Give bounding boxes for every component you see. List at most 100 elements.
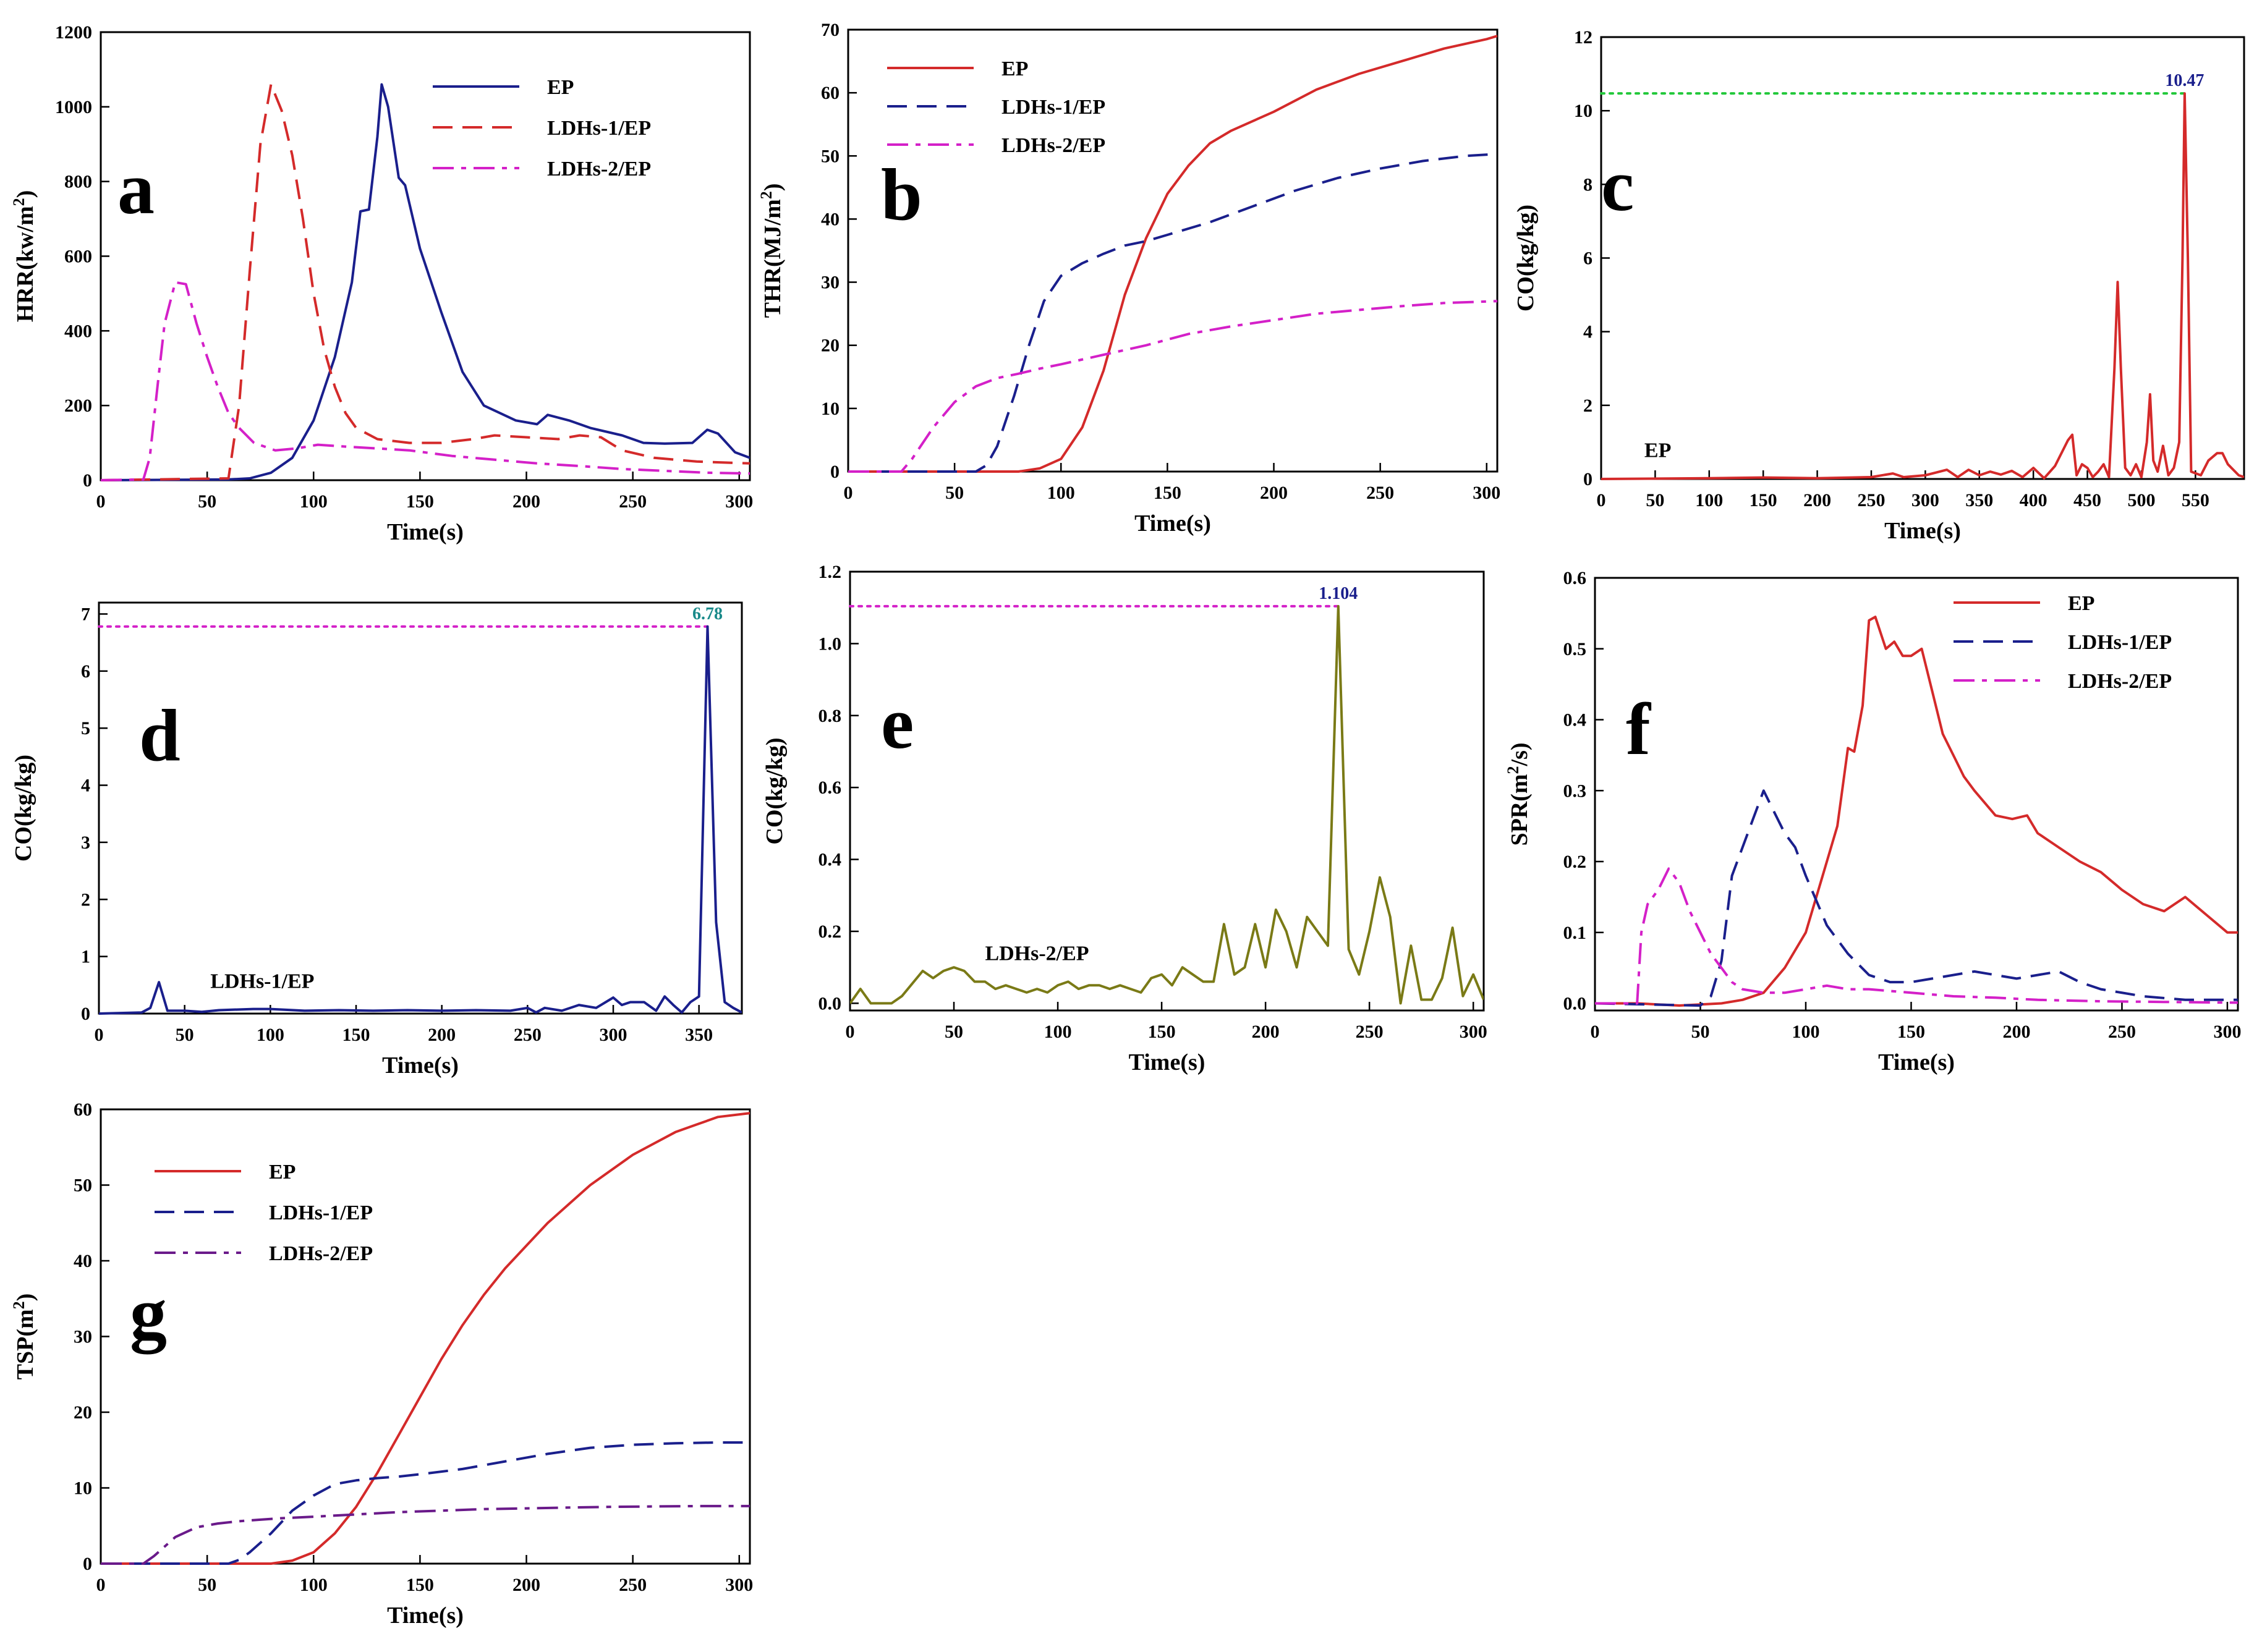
panel-c-series-ep [1601, 92, 2244, 480]
panel-e: 0 50 100 150 200 250 300 0.0 0.2 0.4 0.6 0.8 1.0 1.2 T… [762, 562, 1487, 1075]
panel-b-ytick-label: 40 [821, 209, 840, 229]
panel-b-xtick-label: 0 [844, 483, 853, 503]
panel-a-xtick-label: 300 [725, 491, 753, 512]
panel-a: 0 50 100 150 200 250 300 0 200 400 600 800 1000 1200 T… [10, 22, 753, 545]
panel-f-ytick-label: 0.5 [1563, 639, 1587, 659]
panel-g-xtick-label: 150 [406, 1575, 434, 1595]
panel-b-ytick-label: 60 [821, 83, 840, 103]
panel-b-xlabel: Time(s) [1134, 510, 1211, 536]
panel-e-ytick-label: 0.6 [818, 777, 842, 798]
panel-a-xtick-label: 100 [300, 491, 328, 512]
panel-f-ytick-label: 0.4 [1563, 710, 1587, 731]
panel-g-ytick-label: 50 [74, 1175, 92, 1196]
panel-a-xtick-label: 150 [406, 491, 434, 512]
panel-c-xtick-label: 200 [1803, 490, 1831, 510]
panel-c-xtick-label: 350 [1965, 490, 1993, 510]
panel-d-xtick-label: 0 [95, 1025, 104, 1045]
panel-e-frame [849, 570, 1485, 1012]
panel-b-frame [847, 28, 1499, 473]
panel-g-ytick-label: 10 [74, 1478, 92, 1499]
panel-g-series-ep [101, 1112, 750, 1565]
panel-c-xtick-label: 300 [1911, 490, 1939, 510]
panel-d-ytick-label: 7 [81, 604, 90, 624]
panel-c-xtick-label: 450 [2073, 490, 2101, 510]
panel-c-xtick-label: 400 [2020, 490, 2047, 510]
panel-b-ytick-label: 10 [821, 399, 840, 419]
panel-b-xtick-label: 200 [1260, 483, 1288, 503]
panel-a-xtick-label: 0 [96, 491, 106, 512]
panel-d-ytick-label: 6 [81, 661, 90, 682]
panel-d-ytick-label: 5 [81, 718, 90, 739]
panel-f-ytick-label: 0.0 [1563, 994, 1587, 1014]
panel-d-xlabel: Time(s) [382, 1053, 459, 1078]
panel-e-letter: e [881, 682, 914, 764]
panel-a-ytick-label: 1000 [55, 97, 92, 117]
panel-f-ytick-label: 0.1 [1563, 923, 1587, 943]
panel-e-xtick-label: 300 [1460, 1022, 1487, 1042]
panel-g-series-ldhs-1-ep [101, 1441, 750, 1565]
panel-c-ytick-label: 6 [1583, 248, 1592, 269]
panel-a-ytick-label: 400 [64, 321, 92, 341]
panel-f-series-ldhs-2-ep [1595, 867, 2238, 1005]
panel-a-ylabel: HRR(kw/m2) [10, 190, 38, 323]
panel-d-peak-label: 6.78 [692, 604, 723, 624]
panel-c-ytick-label: 2 [1583, 396, 1592, 416]
panel-b-legend-label: LDHs-2/EP [1001, 134, 1105, 157]
panel-f-ylabel: SPR(m2/s) [1504, 742, 1533, 845]
panel-f-xtick-label: 300 [2213, 1022, 2241, 1042]
panel-c-letter: c [1601, 144, 1634, 226]
panel-g-xlabel: Time(s) [387, 1603, 464, 1629]
panel-c-series-label: EP [1644, 439, 1671, 462]
panel-c-xtick-label: 100 [1695, 490, 1723, 510]
panel-g-ylabel-sup: 2 [10, 1301, 28, 1309]
panel-c-ytick-label: 0 [1583, 469, 1592, 489]
panel-b-legend-label: LDHs-1/EP [1001, 96, 1105, 119]
panel-g-series-ldhs-2-ep [101, 1504, 750, 1565]
panel-a-xtick-label: 50 [198, 491, 216, 512]
panel-d-xtick-label: 200 [428, 1025, 456, 1045]
panel-f-ytick-label: 0.2 [1563, 852, 1587, 872]
panel-f-xlabel: Time(s) [1878, 1049, 1955, 1075]
panel-a-legend-label: LDHs-2/EP [547, 158, 651, 180]
panel-b-ylabel-main: THR(MJ/m [760, 199, 786, 318]
panel-b-ytick-label: 0 [830, 462, 840, 482]
panel-f-xtick-label: 150 [1897, 1022, 1925, 1042]
panel-b-legend-label: EP [1001, 57, 1028, 80]
panel-d-ytick-label: 2 [81, 889, 90, 910]
panel-c-ytick-label: 4 [1583, 322, 1592, 342]
panel-f-letter: f [1626, 688, 1652, 770]
panel-a-series-ep [101, 83, 750, 481]
panel-d-ytick-label: 0 [81, 1004, 90, 1024]
panel-g-xtick-label: 200 [512, 1575, 540, 1595]
panel-g-xtick-label: 50 [198, 1575, 216, 1595]
panel-a-xlabel: Time(s) [387, 519, 464, 545]
panel-b-xtick-label: 100 [1047, 483, 1075, 503]
panel-g: 0 50 100 150 200 250 300 0 10 20 30 40 50 60 Time(s) TS… [10, 1099, 753, 1629]
panel-e-ytick-label: 0.8 [818, 706, 842, 726]
panel-d-ytick-label: 1 [81, 947, 90, 967]
panel-d-letter: d [139, 694, 181, 776]
panel-g-legend-label: LDHs-1/EP [269, 1201, 373, 1224]
panel-c-xtick-label: 150 [1750, 490, 1777, 510]
panel-e-ytick-label: 1.2 [818, 562, 842, 582]
panel-d: 0 50 100 150 200 250 300 350 0 1 2 3 4 5 6 7 Time(s) CO(k… [11, 601, 743, 1078]
panel-g-frame [100, 1108, 751, 1565]
panel-f-xtick-label: 100 [1792, 1022, 1819, 1042]
panel-a-series-ldhs-2-ep [101, 281, 750, 481]
panel-a-ytick-label: 600 [64, 247, 92, 267]
panel-d-xtick-label: 150 [342, 1025, 370, 1045]
panel-f-xtick-label: 200 [2002, 1022, 2030, 1042]
panel-e-xtick-label: 250 [1356, 1022, 1384, 1042]
panel-f-ytick-label: 0.6 [1563, 568, 1587, 588]
panel-f-legend-label: LDHs-2/EP [2068, 670, 2172, 693]
panel-e-xtick-label: 150 [1148, 1022, 1176, 1042]
panel-b-ytick-label: 70 [821, 20, 840, 40]
panel-a-frame [100, 31, 751, 481]
panel-a-letter: a [117, 147, 155, 229]
panel-c-xtick-label: 500 [2127, 490, 2155, 510]
panel-f-xtick-label: 50 [1691, 1022, 1709, 1042]
panel-d-xtick-label: 50 [176, 1025, 194, 1045]
panel-a-legend-label: EP [547, 76, 574, 99]
panel-g-ytick-label: 30 [74, 1327, 92, 1347]
